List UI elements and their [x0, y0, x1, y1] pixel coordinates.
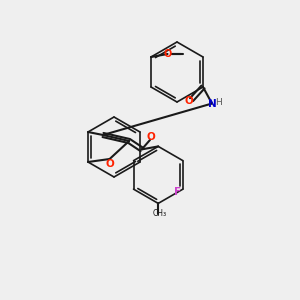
Text: N: N — [208, 99, 217, 109]
Text: H: H — [215, 98, 222, 107]
Text: O: O — [105, 158, 114, 169]
Text: O: O — [164, 49, 172, 59]
Text: F: F — [174, 187, 181, 197]
Text: CH₃: CH₃ — [153, 209, 167, 218]
Text: O: O — [185, 96, 194, 106]
Text: O: O — [146, 132, 155, 142]
